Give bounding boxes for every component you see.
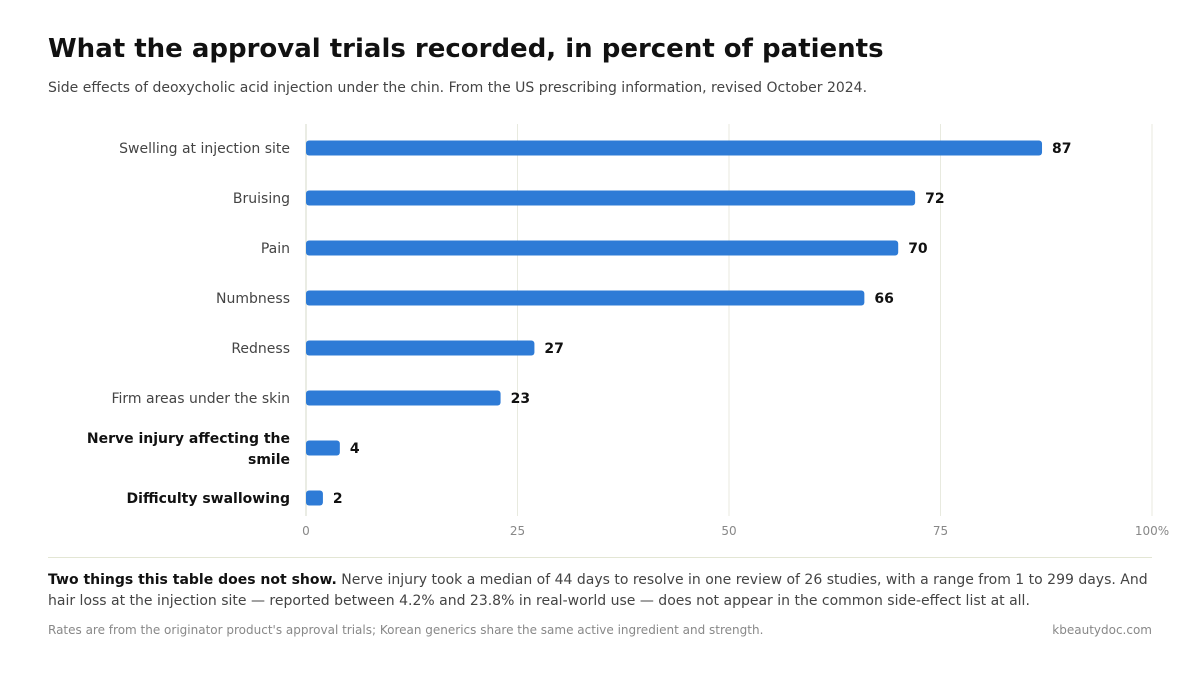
x-tick-label: 50 (721, 524, 736, 538)
value-label: 4 (350, 441, 360, 457)
x-tick-label: 0 (302, 524, 310, 538)
bar (306, 190, 916, 206)
value-label: 23 (511, 391, 530, 407)
bar (306, 490, 323, 506)
divider (48, 557, 1152, 558)
value-label: 72 (925, 191, 944, 207)
x-tick-label: 25 (510, 524, 525, 538)
source-note: Rates are from the originator product's … (48, 623, 764, 637)
site-credit: kbeautydoc.com (1052, 623, 1152, 637)
category-label: Nerve injury affecting the (87, 431, 290, 447)
value-label: 27 (544, 341, 563, 357)
category-label: smile (248, 452, 290, 468)
x-tick-label: 75 (933, 524, 948, 538)
value-label: 2 (333, 491, 343, 507)
category-label: Difficulty swallowing (127, 491, 290, 507)
category-label: Swelling at injection site (119, 141, 290, 157)
note-body: Nerve injury took a median of 44 days to… (48, 572, 1148, 609)
category-label: Firm areas under the skin (111, 391, 290, 407)
note-paragraph: Two things this table does not show. Ner… (48, 570, 1158, 612)
bar (306, 290, 865, 306)
value-label: 70 (908, 241, 928, 257)
category-label: Redness (231, 341, 290, 357)
category-label: Bruising (233, 191, 290, 207)
value-label: 66 (874, 291, 893, 307)
category-label: Pain (261, 241, 290, 257)
bar (306, 240, 899, 256)
bar (306, 440, 340, 456)
note-lead: Two things this table does not show. (48, 572, 337, 588)
x-tick-label: 100% (1135, 524, 1169, 538)
bar (306, 140, 1043, 156)
bar (306, 390, 501, 406)
chart-subtitle: Side effects of deoxycholic acid injecti… (48, 80, 868, 96)
bar-chart: 0 25 50 75 100% Swelling at injection site 87 B… (87, 124, 1169, 538)
chart-title: What the approval trials recorded, in pe… (48, 34, 884, 64)
bar (306, 340, 535, 356)
category-label: Numbness (216, 291, 290, 307)
value-label: 87 (1052, 141, 1071, 157)
